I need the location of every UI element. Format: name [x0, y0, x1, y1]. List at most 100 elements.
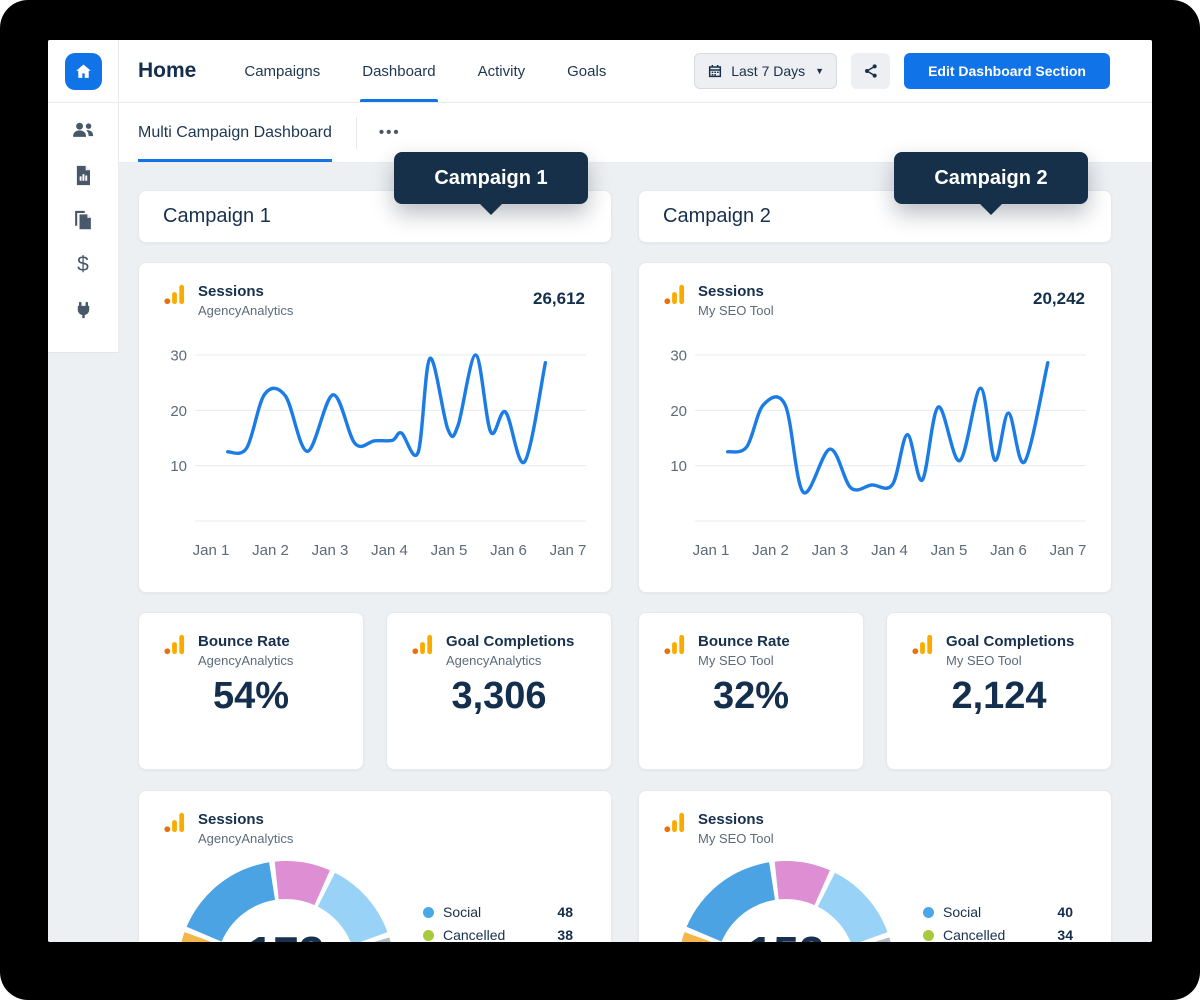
tab-dashboard[interactable]: Dashboard — [360, 40, 439, 102]
widget-source: My SEO Tool — [698, 831, 774, 846]
svg-text:Jan 1: Jan 1 — [693, 542, 730, 559]
nav-tabs: Campaigns Dashboard Activity Goals — [244, 40, 606, 102]
campaign-2-bounce-rate-card: Bounce Rate My SEO Tool 32% — [638, 612, 864, 770]
svg-text:Jan 4: Jan 4 — [871, 542, 908, 559]
goal-completions-value: 3,306 — [451, 675, 547, 717]
svg-text:Jan 3: Jan 3 — [812, 542, 849, 559]
legend-label: Social — [943, 904, 982, 920]
sidebar-item-templates[interactable] — [70, 209, 96, 231]
widget-source: AgencyAnalytics — [198, 831, 294, 846]
tooltip-campaign-2: Campaign 2 — [894, 152, 1088, 204]
app-window: Home Campaigns Dashboard Activity Goals … — [48, 40, 1152, 942]
bounce-rate-value: 32% — [712, 675, 790, 717]
plug-icon — [77, 301, 89, 319]
sidebar-item-reports[interactable] — [70, 164, 96, 186]
bounce-rate-value: 54% — [212, 675, 290, 717]
widget-title: Sessions — [198, 283, 264, 300]
analytics-icon — [664, 634, 685, 655]
svg-text:Jan 3: Jan 3 — [312, 542, 349, 559]
analytics-icon — [164, 634, 185, 655]
tab-campaigns[interactable]: Campaigns — [244, 62, 321, 80]
campaign-1-sessions-line-card: Sessions AgencyAnalytics 26,612 30 20 10 Ja… — [138, 262, 612, 593]
dollar-icon: $ — [77, 253, 89, 276]
svg-text:173: 173 — [248, 927, 325, 942]
campaign-2-goal-completions-card: Goal Completions My SEO Tool 2,124 — [886, 612, 1112, 770]
svg-text:Jan 1: Jan 1 — [193, 542, 230, 559]
widget-source: AgencyAnalytics — [198, 303, 294, 318]
analytics-icon — [164, 812, 185, 833]
legend-dot-social — [923, 906, 934, 918]
svg-text:Jan 5: Jan 5 — [931, 542, 968, 559]
sidebar-item-billing[interactable]: $ — [70, 253, 96, 276]
svg-text:Jan 2: Jan 2 — [752, 542, 789, 559]
users-icon — [73, 122, 94, 137]
goal-completions-value: 2,124 — [951, 675, 1047, 717]
legend-dot-social — [423, 906, 434, 918]
tooltip-label: Campaign 1 — [434, 166, 548, 189]
svg-text:Jan 6: Jan 6 — [990, 542, 1027, 559]
svg-text:Jan 7: Jan 7 — [550, 542, 587, 559]
legend-row-social: Social 48 — [423, 904, 573, 920]
analytics-icon — [412, 634, 433, 655]
widget-title: Goal Completions — [946, 633, 1075, 650]
sessions-total: 26,612 — [533, 289, 585, 308]
svg-text:152: 152 — [748, 927, 825, 942]
legend-row-cancelled: Cancelled 38 — [423, 927, 573, 942]
campaign-name: Campaign 1 — [163, 205, 271, 227]
sessions-donut-chart: 173 — [181, 861, 391, 942]
sessions-total: 20,242 — [1033, 289, 1085, 308]
tab-activity[interactable]: Activity — [477, 62, 526, 80]
share-button[interactable] — [851, 53, 891, 89]
analytics-icon — [664, 284, 685, 305]
share-icon — [864, 64, 877, 78]
copy-icon — [75, 210, 91, 229]
svg-text:Jan 4: Jan 4 — [371, 542, 408, 559]
legend-value: 40 — [1057, 904, 1073, 920]
main-area: $ Multi Campaign Dashboard ••• Campaign … — [48, 103, 1152, 942]
tab-goals[interactable]: Goals — [567, 62, 607, 80]
svg-text:20: 20 — [670, 403, 687, 420]
svg-text:Jan 5: Jan 5 — [431, 542, 468, 559]
legend-value: 34 — [1057, 927, 1073, 942]
chevron-down-icon: ▼ — [815, 66, 825, 76]
svg-text:Jan 7: Jan 7 — [1050, 542, 1087, 559]
campaign-1-sessions-donut-card: Sessions AgencyAnalytics 173 Social 48 C… — [138, 790, 612, 942]
svg-text:10: 10 — [170, 458, 187, 475]
svg-text:20: 20 — [170, 403, 187, 420]
legend-label: Social — [443, 904, 482, 920]
svg-text:10: 10 — [670, 458, 687, 475]
legend-value: 48 — [557, 904, 573, 920]
svg-text:Jan 2: Jan 2 — [252, 542, 289, 559]
legend-dot-cancelled — [423, 929, 434, 941]
widget-title: Sessions — [198, 811, 264, 828]
tooltip-campaign-1: Campaign 1 — [394, 152, 588, 204]
widget-title: Sessions — [698, 811, 764, 828]
tab-multi-campaign-dashboard[interactable]: Multi Campaign Dashboard — [138, 103, 332, 162]
widget-source: My SEO Tool — [698, 303, 774, 318]
svg-text:30: 30 — [170, 348, 187, 365]
home-logo-button[interactable] — [64, 52, 102, 90]
sidebar-item-integrations[interactable] — [70, 299, 96, 321]
legend-row-social: Social 40 — [923, 904, 1073, 920]
divider — [355, 116, 357, 149]
more-options-button[interactable]: ••• — [378, 124, 401, 141]
campaign-2-sessions-line-card: Sessions My SEO Tool 20,242 30 20 10 Jan 1 J… — [638, 262, 1112, 593]
analytics-icon — [164, 284, 185, 305]
legend-dot-cancelled — [923, 929, 934, 941]
analytics-icon — [664, 812, 685, 833]
svg-text:Jan 6: Jan 6 — [490, 542, 527, 559]
sidebar-item-users[interactable] — [70, 119, 96, 141]
widget-source: AgencyAnalytics — [198, 653, 294, 668]
tooltip-label: Campaign 2 — [934, 166, 1048, 189]
edit-dashboard-button[interactable]: Edit Dashboard Section — [904, 53, 1110, 89]
widget-title: Bounce Rate — [698, 633, 790, 650]
logo-rail — [48, 40, 119, 102]
date-range-button[interactable]: Last 7 Days ▼ — [694, 53, 838, 89]
sessions-line-chart: 30 20 10 Jan 1 Jan 2 Jan 3 Jan 4 Jan 5 Jan 6 Jan … — [170, 348, 587, 559]
date-range-label: Last 7 Days — [731, 63, 806, 79]
widget-title: Bounce Rate — [198, 633, 290, 650]
sessions-line-chart: 30 20 10 Jan 1 Jan 2 Jan 3 Jan 4 Jan 5 Jan 6 Jan … — [670, 348, 1087, 559]
report-icon — [76, 165, 90, 185]
analytics-icon — [912, 634, 933, 655]
